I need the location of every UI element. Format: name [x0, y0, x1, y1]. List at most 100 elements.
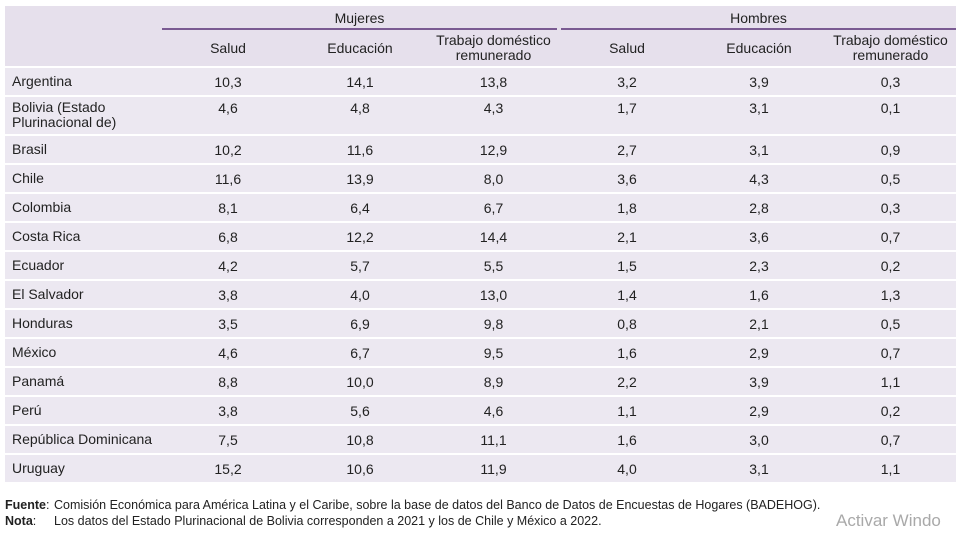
activation-watermark: Activar Windo: [836, 511, 941, 530]
row-value: 9,5: [483, 344, 504, 361]
row-value: 1,1: [617, 402, 637, 419]
row-value: 4,8: [350, 100, 370, 116]
row-value: 2,1: [617, 228, 637, 245]
table-row: Argentina 10,3 14,1 13,8 3,2 3,9 0,3: [5, 68, 956, 97]
row-value: 0,3: [880, 199, 901, 216]
row-value: 6,9: [350, 315, 370, 332]
row-country: Uruguay: [12, 460, 65, 476]
row-value: 4,3: [483, 100, 504, 116]
row-value: 12,9: [479, 141, 508, 158]
row-value: 3,1: [749, 141, 769, 158]
row-value: 6,7: [483, 199, 504, 216]
table-row: Colombia 8,1 6,4 6,7 1,8 2,8 0,3: [5, 194, 956, 223]
row-country: Costa Rica: [12, 228, 81, 244]
row-country: Perú: [12, 402, 42, 418]
source-label: Fuente: [5, 498, 46, 512]
row-value: 2,3: [749, 257, 769, 274]
table-body: Argentina 10,3 14,1 13,8 3,2 3,9 0,3 Bolivia (E…: [5, 68, 956, 484]
table-row: El Salvador 3,8 4,0 13,0 1,4 1,6 1,3: [5, 281, 956, 310]
column-header-trabajo-mujeres: Trabajo doméstico remunerado: [436, 32, 551, 63]
row-value: 3,6: [749, 228, 769, 245]
column-header-educacion-mujeres: Educación: [327, 39, 393, 56]
row-value: 10,2: [214, 141, 242, 158]
row-value: 5,6: [350, 402, 370, 419]
row-value: 11,1: [480, 431, 507, 448]
row-country: México: [12, 344, 57, 360]
row-value: 2,2: [617, 373, 637, 390]
row-value: 3,0: [749, 431, 769, 448]
column-header-trabajo-hombres: Trabajo doméstico remunerado: [833, 32, 948, 63]
row-value: 4,0: [617, 460, 637, 477]
row-value: 9,8: [483, 315, 504, 332]
row-value: 0,8: [617, 315, 637, 332]
row-value: 13,0: [479, 286, 508, 303]
row-value: 0,2: [880, 402, 901, 419]
group-header-mujeres: Mujeres: [162, 6, 557, 30]
row-value: 5,7: [350, 257, 370, 274]
row-value: 4,3: [749, 170, 769, 187]
row-value: 0,3: [880, 73, 901, 90]
table-row: Uruguay 15,2 10,6 11,9 4,0 3,1 1,1: [5, 455, 956, 484]
data-table: Mujeres Hombres Salud Educación Trabajo …: [5, 6, 956, 484]
row-value: 14,4: [479, 228, 508, 245]
table-row: Bolivia (Estado Plurinacional de) 4,6 4,8 4…: [5, 97, 956, 136]
row-value: 11,6: [214, 170, 242, 187]
table-row: Honduras 3,5 6,9 9,8 0,8 2,1 0,5: [5, 310, 956, 339]
group-header-hombres: Hombres: [561, 6, 956, 30]
row-country: Ecuador: [12, 257, 65, 273]
row-country: Chile: [12, 170, 44, 186]
note-text: Los datos del Estado Plurinacional de Bo…: [54, 514, 602, 528]
row-value: 8,0: [483, 170, 504, 187]
table-row: México 4,6 6,7 9,5 1,6 2,9 0,7: [5, 339, 956, 368]
row-value: 1,5: [617, 257, 637, 274]
row-value: 2,9: [749, 344, 769, 361]
table-row: Chile 11,6 13,9 8,0 3,6 4,3 0,5: [5, 165, 956, 194]
row-value: 10,0: [346, 373, 374, 390]
row-country: Colombia: [12, 199, 72, 215]
row-value: 13,8: [479, 73, 508, 90]
row-value: 4,6: [218, 100, 238, 116]
row-value: 6,8: [218, 228, 238, 245]
row-value: 8,8: [218, 373, 238, 390]
row-country: Argentina: [12, 73, 72, 89]
row-value: 8,1: [218, 199, 238, 216]
note: Nota: Los datos del Estado Plurinacional …: [5, 514, 602, 528]
row-country: Honduras: [12, 315, 73, 331]
table-row: Perú 3,8 5,6 4,6 1,1 2,9 0,2: [5, 397, 956, 426]
row-value: 10,6: [346, 460, 374, 477]
header-stub: [5, 30, 162, 66]
row-value: 1,6: [617, 431, 637, 448]
table-notes: Fuente: Comisión Económica para América L…: [5, 497, 820, 529]
source-text: Comisión Económica para América Latina y…: [54, 498, 821, 512]
row-value: 5,5: [483, 257, 504, 274]
row-value: 1,6: [749, 286, 769, 303]
row-value: 1,3: [880, 286, 901, 303]
row-value: 0,9: [880, 141, 901, 158]
row-value: 2,9: [749, 402, 769, 419]
row-value: 14,1: [346, 73, 374, 90]
column-header-row: Salud Educación Trabajo doméstico remune…: [5, 30, 956, 68]
row-country: Panamá: [12, 373, 65, 389]
row-value: 3,8: [218, 286, 238, 303]
row-country: Bolivia (Estado Plurinacional de): [12, 99, 117, 130]
row-value: 3,1: [749, 100, 769, 116]
row-value: 3,9: [749, 373, 769, 390]
table-row: Panamá 8,8 10,0 8,9 2,2 3,9 1,1: [5, 368, 956, 397]
row-value: 6,7: [350, 344, 370, 361]
row-value: 4,2: [218, 257, 238, 274]
row-value: 1,1: [880, 373, 901, 390]
row-value: 0,2: [880, 257, 901, 274]
row-value: 0,5: [880, 315, 901, 332]
row-value: 3,9: [749, 73, 769, 90]
row-value: 3,5: [218, 315, 238, 332]
row-value: 0,5: [880, 170, 901, 187]
row-value: 11,6: [346, 141, 374, 158]
row-value: 6,4: [350, 199, 370, 216]
row-value: 2,8: [749, 199, 769, 216]
table-row: Ecuador 4,2 5,7 5,5 1,5 2,3 0,2: [5, 252, 956, 281]
row-value: 11,9: [480, 460, 507, 477]
column-header-salud-mujeres: Salud: [210, 39, 246, 56]
row-country: Brasil: [12, 141, 48, 157]
row-value: 1,7: [617, 100, 637, 116]
row-value: 10,3: [214, 73, 242, 90]
